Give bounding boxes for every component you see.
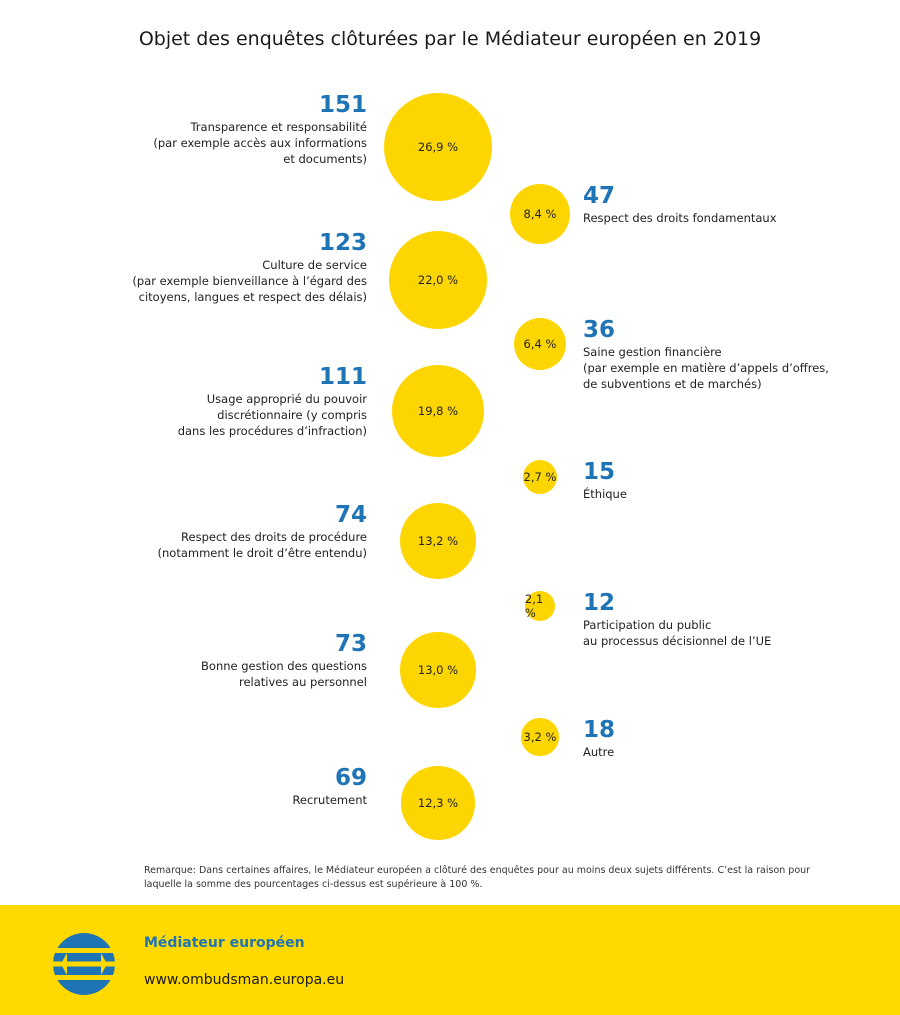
left-label-block: 123 Culture de service (par exemple bienv…: [67, 229, 367, 305]
category-count: 12: [583, 589, 616, 616]
footer: Médiateur européen www.ombudsman.europa.…: [0, 905, 900, 1015]
bubble: 6,4 %: [513, 317, 567, 371]
category-label: Bonne gestion des questions relatives au…: [201, 659, 367, 690]
bubble-percent-label: 19,8 %: [417, 403, 459, 418]
category-label: Autre: [583, 745, 615, 760]
right-label-block: 47 Respect des droits fondamentaux: [583, 182, 883, 226]
right-label-block: 12 Participation du public au processus d…: [583, 589, 883, 649]
bubble: 2,7 %: [522, 459, 558, 495]
category-count: 36: [583, 316, 616, 343]
category-count: 47: [583, 182, 616, 209]
bubble: 22,0 %: [389, 231, 487, 329]
left-label-block: 69 Recrutement: [67, 764, 367, 808]
right-label-block: 36 Saine gestion financière (par exemple …: [583, 316, 883, 392]
bubble-percent-label: 2,1 %: [524, 591, 544, 620]
category-label: Recrutement: [292, 793, 367, 808]
category-count: 73: [334, 631, 367, 658]
category-label: Saine gestion financière (par exemple en…: [583, 344, 829, 391]
bubble-percent-label: 2,7 %: [523, 469, 557, 484]
bubble: 13,2 %: [400, 503, 476, 579]
category-count: 74: [334, 502, 367, 529]
bubble: 26,9 %: [384, 93, 492, 201]
bubble-percent-label: 22,0 %: [417, 272, 459, 287]
category-label: Usage approprié du pouvoir discrétionnai…: [177, 391, 367, 438]
category-label: Transparence et responsabilité (par exem…: [153, 120, 367, 166]
bubble: 12,3 %: [401, 766, 475, 840]
bubble-percent-label: 13,0 %: [417, 662, 459, 677]
category-count: 123: [318, 230, 367, 257]
chart-title: Objet des enquêtes clôturées par le Médi…: [138, 28, 762, 50]
footer-organization-name: Médiateur européen: [144, 935, 305, 951]
right-label-block: 18 Autre: [583, 716, 883, 760]
bubble-percent-label: 8,4 %: [523, 206, 557, 221]
bubble-percent-label: 6,4 %: [523, 336, 557, 351]
category-label: Respect des droits de procédure (notamme…: [157, 530, 367, 561]
bubble: 13,0 %: [400, 632, 476, 708]
footnote: Remarque: Dans certaines affaires, le Mé…: [144, 865, 811, 890]
category-label: Respect des droits fondamentaux: [583, 210, 777, 225]
category-label: Éthique: [583, 486, 627, 501]
category-count: 18: [583, 717, 616, 744]
right-label-block: 15 Éthique: [583, 458, 883, 502]
bubble: 2,1 %: [524, 590, 556, 622]
left-label-block: 74 Respect des droits de procédure (notam…: [67, 501, 367, 561]
bubble: 3,2 %: [521, 718, 559, 756]
european-ombudsman-logo-icon: [53, 933, 115, 995]
left-label-block: 111 Usage approprié du pouvoir discrétion…: [67, 363, 367, 439]
bubble-percent-label: 26,9 %: [417, 140, 459, 154]
category-count: 111: [318, 363, 367, 390]
category-count: 151: [318, 92, 367, 118]
category-count: 69: [334, 765, 367, 792]
category-count: 15: [583, 458, 616, 485]
bubble: 8,4 %: [509, 183, 571, 245]
bubble: 19,8 %: [391, 364, 485, 458]
footer-website-link[interactable]: www.ombudsman.europa.eu: [144, 972, 345, 988]
bubble-percent-label: 12,3 %: [417, 795, 459, 810]
bubble-percent-label: 13,2 %: [417, 533, 459, 548]
left-label-block: 151 Transparence et responsabilité (par e…: [67, 91, 367, 167]
bubble-percent-label: 3,2 %: [523, 729, 557, 744]
left-label-block: 73 Bonne gestion des questions relatives …: [67, 630, 367, 690]
category-label: Culture de service (par exemple bienveil…: [132, 258, 367, 305]
category-label: Participation du public au processus déc…: [583, 617, 772, 648]
